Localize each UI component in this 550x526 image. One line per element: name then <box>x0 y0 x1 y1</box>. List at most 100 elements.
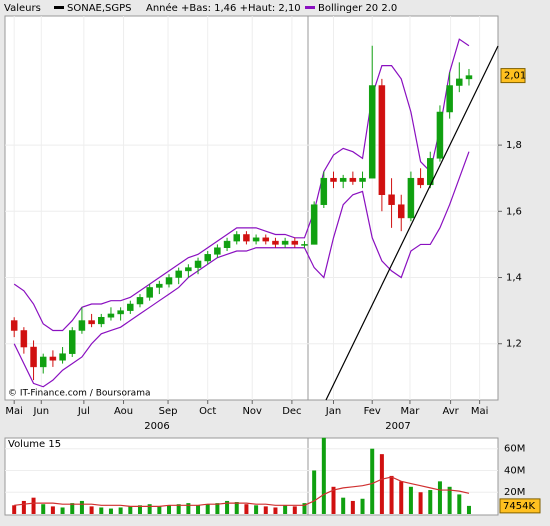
candle-body <box>59 353 66 361</box>
volume-bar <box>331 486 336 514</box>
marks <box>10 38 473 514</box>
candle-body <box>272 240 279 245</box>
volume-bar <box>370 448 375 514</box>
volume-bar <box>137 505 142 514</box>
candle-body <box>156 283 163 288</box>
x-tick-label: Jun <box>32 406 49 417</box>
x-tick-label: Oct <box>199 406 216 417</box>
volume-bar <box>399 481 404 514</box>
volume-bar <box>466 505 471 514</box>
candle-body <box>388 194 395 205</box>
candle-body <box>397 204 405 219</box>
volume-bar <box>408 486 413 514</box>
y-tick-label: 1,2 <box>506 339 522 350</box>
volume-bar <box>99 507 104 514</box>
candle-body <box>339 177 347 182</box>
x-tick-label: Dec <box>282 406 301 417</box>
volume-bar <box>31 497 36 514</box>
volume-bar <box>21 500 26 514</box>
candle-body <box>368 85 376 179</box>
volume-bar <box>283 505 288 514</box>
volume-bar <box>302 503 307 514</box>
last-value-label: 2,01 <box>504 71 526 82</box>
candle-body <box>98 316 105 325</box>
candle-body <box>456 78 463 86</box>
candle-body <box>233 234 240 242</box>
legend-label: SONAE,SGPS <box>67 3 132 14</box>
candle-body <box>436 111 444 159</box>
candle-body <box>30 346 37 368</box>
legend-label: Bollinger 20 2.0 <box>318 3 397 14</box>
candle-body <box>281 240 289 245</box>
last-value-box <box>500 68 526 84</box>
volume-bar <box>234 502 239 514</box>
value-label: 7454K <box>503 501 535 512</box>
candle-body <box>146 287 153 298</box>
price-panel <box>4 15 499 401</box>
volume-bar <box>254 505 259 514</box>
x-tick-label: Avr <box>442 406 459 417</box>
candle-body <box>378 85 386 196</box>
volume-bar <box>50 506 55 514</box>
candle-body <box>407 177 415 219</box>
volume-bar <box>418 492 423 514</box>
volume-bar <box>108 508 113 514</box>
volume-bar <box>321 437 326 514</box>
volume-title: Volume 15 <box>8 439 61 450</box>
candle-body <box>127 303 134 311</box>
candle-body <box>49 356 57 361</box>
volume-average <box>14 476 470 507</box>
volume-bar <box>70 503 75 514</box>
candle-body <box>359 177 366 182</box>
credit: © IT-Finance.com / Boursorama <box>8 389 150 399</box>
volume-bar <box>379 454 384 514</box>
candle-body <box>243 234 250 242</box>
volume-bar <box>41 504 46 514</box>
x-tick-label: Aou <box>114 406 133 417</box>
legend-title: Valeurs <box>4 3 41 14</box>
volume-bar <box>205 504 210 514</box>
volume-bar <box>60 507 65 514</box>
candle-body <box>136 297 144 305</box>
volume-bar <box>457 494 462 514</box>
volume-bar <box>118 507 123 514</box>
volume-bar <box>147 504 152 514</box>
candle-body <box>223 240 231 248</box>
year-label: 2007 <box>385 421 410 432</box>
volume-bar <box>196 505 201 514</box>
y-tick-label: 20M <box>504 487 525 498</box>
volume-bar <box>89 506 94 514</box>
year-label: 2006 <box>144 421 169 432</box>
volume-bar <box>225 500 230 514</box>
candle-body <box>78 320 86 331</box>
y-tick-label: 60M <box>504 444 525 455</box>
volume-bar <box>186 503 191 514</box>
y-tick-label: 1,4 <box>506 273 522 284</box>
volume-bar <box>176 504 181 514</box>
x-tick-label: Mai <box>471 406 489 417</box>
volume-bar <box>292 506 297 514</box>
candle-body <box>68 330 76 354</box>
bollinger-upper <box>13 38 470 332</box>
volume-bar <box>312 470 317 514</box>
candle-body <box>310 204 318 245</box>
candle-body <box>88 320 95 325</box>
candle-body <box>301 244 308 246</box>
volume-bar <box>167 505 172 514</box>
candle-body <box>291 240 299 245</box>
volume-bar <box>157 506 162 514</box>
y-tick-label: 1,6 <box>506 206 522 217</box>
last-volume-box <box>499 498 541 514</box>
volume-bar <box>128 506 133 514</box>
x-tick-label: Jan <box>325 406 341 417</box>
candle-body <box>252 237 260 242</box>
volume-bar <box>215 503 220 514</box>
x-tick-label: Nov <box>242 406 262 417</box>
volume-bar <box>389 475 394 514</box>
range-note: Année +Bas: 1,46 +Haut: 2,10 <box>146 2 301 14</box>
candle-body <box>320 177 328 205</box>
volume-bar <box>341 497 346 514</box>
legend-swatch <box>54 6 64 9</box>
x-tick-label: Mar <box>401 406 421 417</box>
